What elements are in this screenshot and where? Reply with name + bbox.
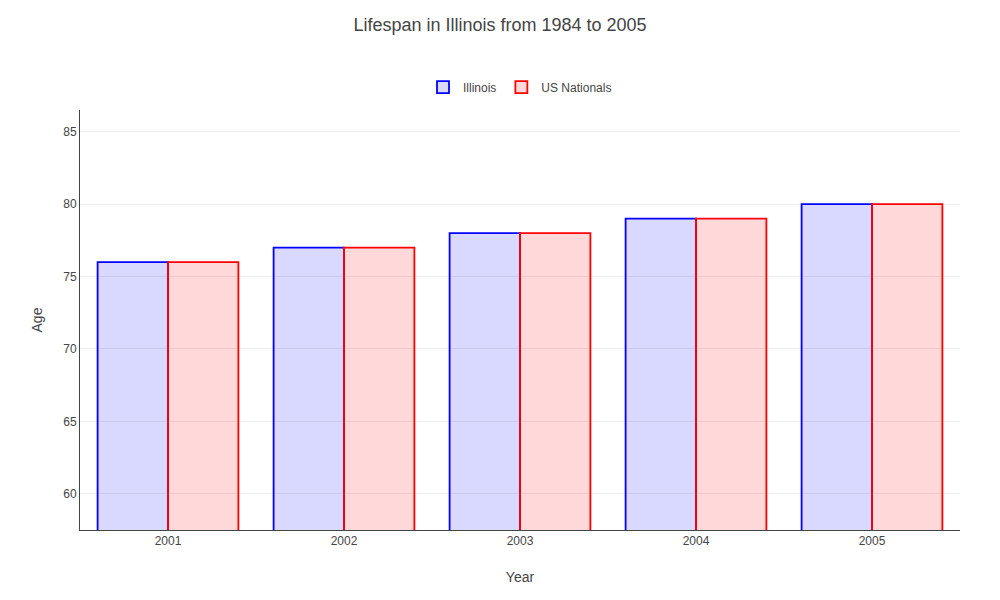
svg-text:2003: 2003 [507, 534, 534, 548]
svg-text:2005: 2005 [859, 534, 886, 548]
svg-text:65: 65 [63, 415, 77, 429]
svg-text:Illinois: Illinois [463, 81, 496, 95]
svg-text:Lifespan in Illinois from 1984: Lifespan in Illinois from 1984 to 2005 [353, 15, 646, 35]
svg-text:Age: Age [29, 307, 45, 332]
svg-text:US Nationals: US Nationals [541, 81, 611, 95]
svg-text:70: 70 [63, 342, 77, 356]
svg-text:2004: 2004 [683, 534, 710, 548]
svg-text:80: 80 [63, 197, 77, 211]
svg-text:2002: 2002 [331, 534, 358, 548]
svg-text:Year: Year [506, 569, 535, 585]
svg-text:75: 75 [63, 270, 77, 284]
svg-text:85: 85 [63, 125, 77, 139]
svg-text:60: 60 [63, 487, 77, 501]
svg-text:2001: 2001 [155, 534, 182, 548]
